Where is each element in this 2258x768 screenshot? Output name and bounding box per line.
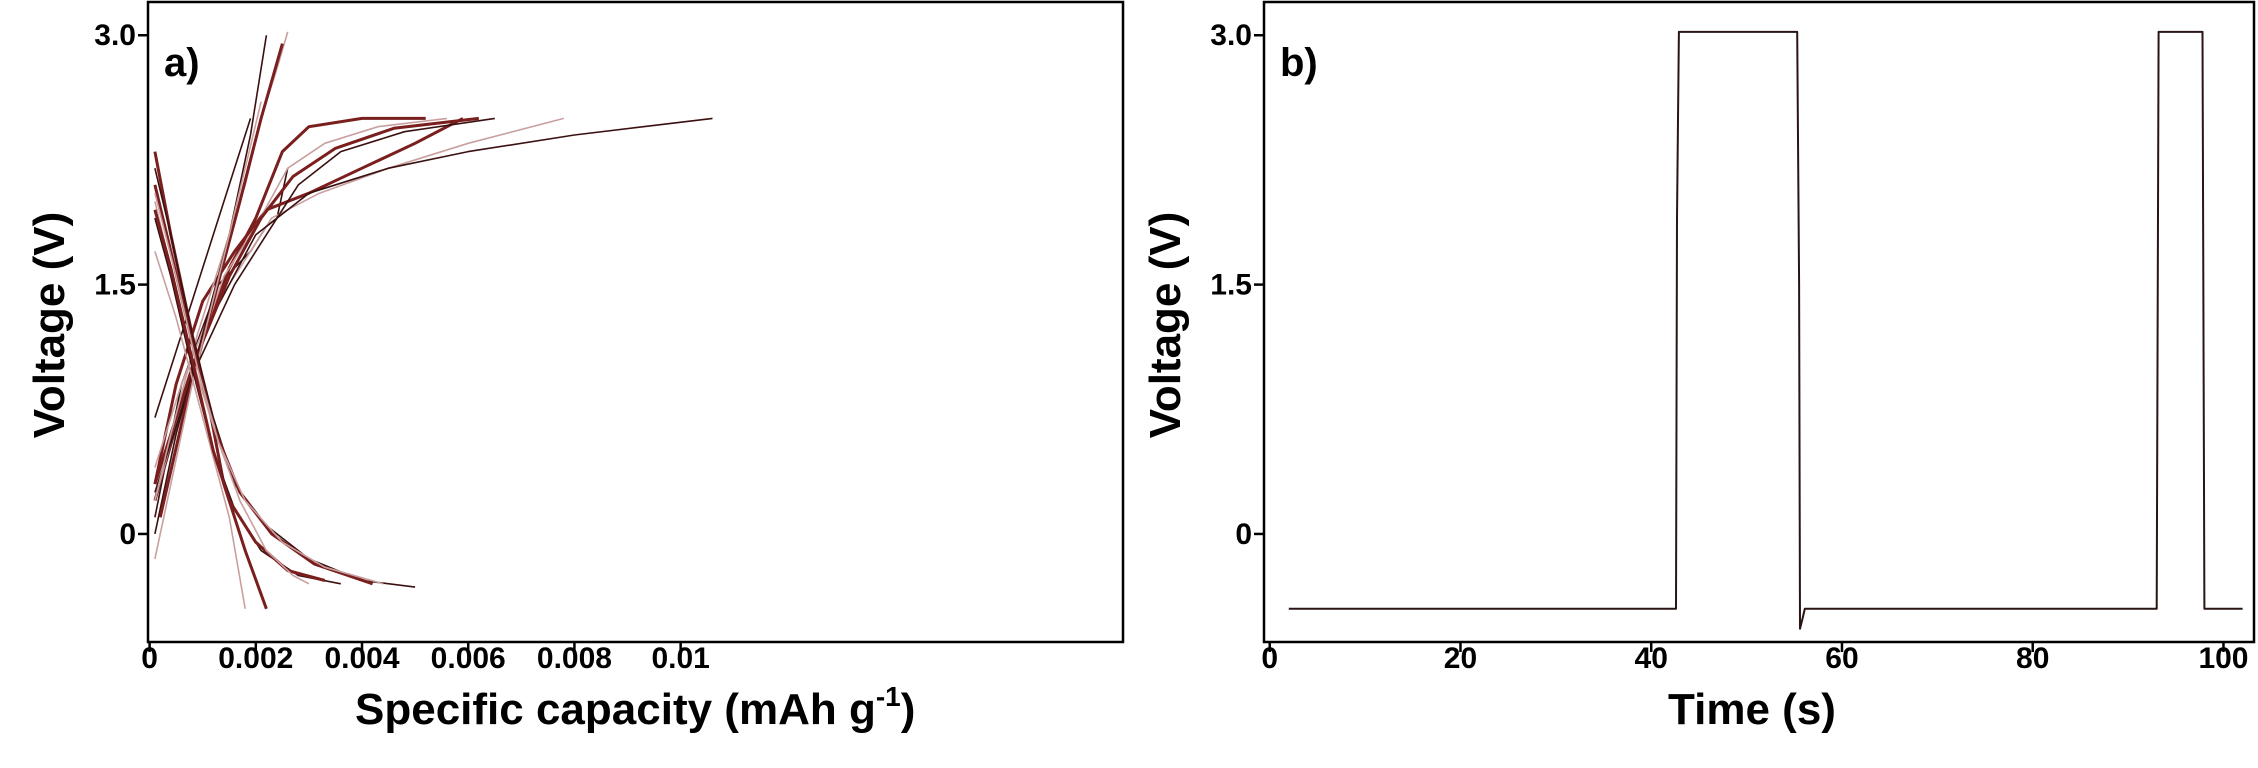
panel-a: 0 0.002 0.004 0.006 0.008 0.01 0 1.5 3.0 a) Spec… [25,0,1125,734]
panel-a-series-line [158,43,284,518]
panel-b-series-line [1288,30,2243,630]
panel-a-plot-area [153,31,713,610]
panel-a-series-line [154,118,252,418]
panel-a-x-axis-title-main: Specific capacity (mAh g [355,685,876,734]
panel-b-x-tick-label: 80 [2016,642,2049,675]
panel-b-axes: 0 20 40 60 80 100 0 1.5 3.0 [1210,19,2248,675]
panel-a-series-line [153,117,464,485]
panel-a-series-line [154,251,246,609]
panel-b-x-tick-label: 0 [1261,642,1278,675]
panel-a-series-line [153,151,268,610]
panel-a-axes: 0 0.002 0.004 0.006 0.008 0.01 0 1.5 3.0 [94,19,710,675]
panel-b-y-tick-label: 3.0 [1210,19,1252,52]
panel-b-x-axis-title: Time (s) [1668,685,1836,734]
panel-a-label: a) [164,41,200,85]
panel-b-y-tick-label: 0 [1235,518,1252,551]
panel-a-x-tick-label: 0.006 [431,642,506,675]
panel-b-x-tick-label: 100 [2198,642,2248,675]
panel-b-plot-frame [1262,0,2256,644]
panel-a-series-line [154,193,310,585]
panel-a-series-line [154,101,262,560]
panel-b-x-tick-label: 20 [1444,642,1477,675]
panel-a-y-tick-label: 3.0 [94,19,136,52]
panel-b-y-tick-label: 1.5 [1210,269,1252,302]
panel-a-plot-frame [146,0,1125,644]
panel-a-series-line [154,35,268,535]
panel-a-x-tick-label: 0.004 [324,642,399,675]
panel-a-x-axis-title-sup: -1 [876,681,901,712]
panel-a-x-tick-label: 0.008 [537,642,612,675]
panel-a-x-tick-label: 0.01 [651,642,709,675]
panel-a-series-line [153,116,426,502]
panel-b-plot-area [1288,30,2243,630]
panel-a-x-axis-title: Specific capacity (mAh g-1) [355,681,915,734]
panel-a-x-axis-title-end: ) [901,685,916,734]
panel-b: 0 20 40 60 80 100 0 1.5 3.0 b) Time (s) Voltage … [1141,0,2256,734]
panel-b-x-tick-label: 40 [1635,642,1668,675]
panel-a-y-axis-title: Voltage (V) [25,212,74,439]
panel-b-label: b) [1280,41,1318,85]
panel-a-x-tick-label: 0 [141,642,158,675]
panel-b-x-tick-label: 60 [1825,642,1858,675]
panel-a-y-tick-label: 1.5 [94,269,136,302]
panel-a-x-tick-label: 0.002 [218,642,293,675]
panel-a-y-tick-label: 0 [119,518,136,551]
panel-b-y-axis-title: Voltage (V) [1141,212,1190,439]
